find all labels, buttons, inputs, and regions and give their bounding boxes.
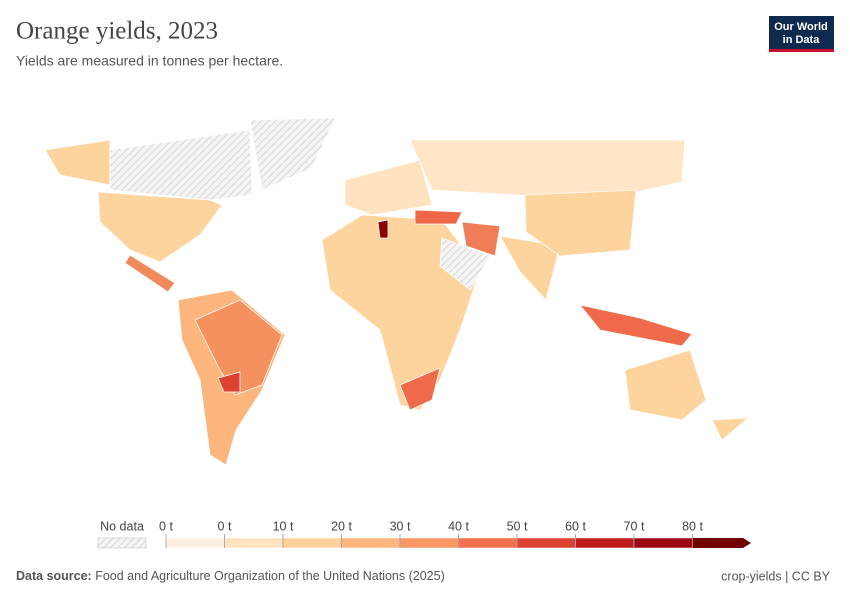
country xyxy=(109,129,253,201)
country xyxy=(194,299,283,396)
country xyxy=(461,221,501,257)
legend-bin xyxy=(282,537,342,549)
country xyxy=(44,139,111,186)
country xyxy=(524,189,637,257)
legend: No data 0 t 0 t 10 t 20 t 30 t 40 t 50 t 60 t 70… xyxy=(97,519,751,549)
country xyxy=(409,139,686,201)
country xyxy=(344,159,433,216)
legend-tick-label: 20 t xyxy=(331,519,352,533)
legend-tick-label: 0 t xyxy=(159,519,173,533)
logo: Our World in Data xyxy=(769,16,834,52)
legend-tick-label: 60 t xyxy=(565,519,586,533)
logo-text: in Data xyxy=(783,34,821,46)
source: Data source: Food and Agriculture Organi… xyxy=(16,569,445,583)
legend-bin xyxy=(165,537,225,549)
logo-bar xyxy=(769,49,834,52)
map xyxy=(44,117,750,466)
country xyxy=(711,417,750,441)
legend-label: No data xyxy=(100,519,144,533)
country xyxy=(377,219,389,239)
country xyxy=(624,349,707,421)
legend-bin xyxy=(516,537,576,549)
country xyxy=(414,209,463,225)
legend-bin xyxy=(575,537,635,549)
legend-tick-label: 30 t xyxy=(390,519,411,533)
source-text: Food and Agriculture Organization of the… xyxy=(95,569,445,583)
legend-bin xyxy=(399,537,459,549)
legend-bin xyxy=(341,537,401,549)
legend-bin xyxy=(692,538,751,548)
country xyxy=(439,237,491,291)
logo-box xyxy=(769,16,834,52)
logo-text: Our World xyxy=(774,21,828,33)
country xyxy=(499,235,561,301)
country xyxy=(249,117,336,191)
country xyxy=(97,191,223,263)
legend-bin xyxy=(633,537,693,549)
country xyxy=(217,371,241,393)
legend-tick-label: 50 t xyxy=(507,519,528,533)
license: crop-yields | CC BY xyxy=(721,569,830,583)
country xyxy=(578,304,693,347)
legend-tick-label: 80 t xyxy=(682,519,703,533)
country xyxy=(124,254,176,293)
legend-bin xyxy=(224,537,284,549)
subtitle: Yields are measured in tonnes per hectar… xyxy=(16,53,283,69)
legend-tick-label: 10 t xyxy=(273,519,294,533)
legend-tick-label: 40 t xyxy=(448,519,469,533)
legend-tick-label: 70 t xyxy=(624,519,645,533)
source-label: Data source: xyxy=(16,569,92,583)
legend-no-data xyxy=(97,537,147,549)
title: Orange yields, 2023 xyxy=(16,18,218,45)
legend-tick-label: 0 t xyxy=(218,519,232,533)
legend-bin xyxy=(458,537,518,549)
country xyxy=(399,367,441,411)
